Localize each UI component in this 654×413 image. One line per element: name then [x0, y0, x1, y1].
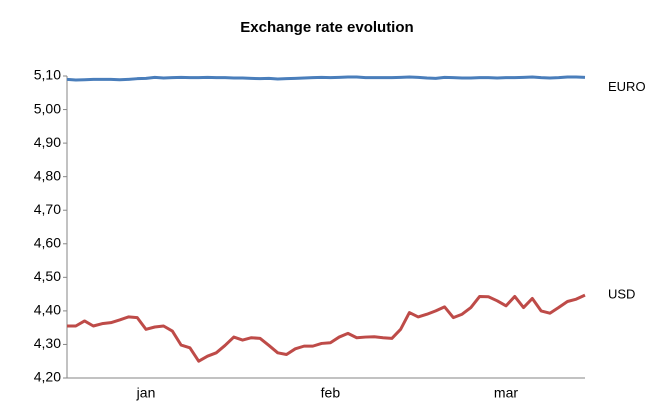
- y-tick-label: 5,10: [34, 67, 61, 83]
- series-label: EURO: [608, 79, 646, 94]
- x-tick-label: feb: [321, 385, 341, 401]
- series-line: [67, 293, 586, 363]
- series-label: USD: [608, 287, 635, 302]
- x-tick-label: mar: [494, 385, 518, 401]
- y-tick-label: 4,70: [34, 201, 61, 217]
- y-tick-label: 4,80: [34, 167, 61, 183]
- y-tick-label: 4,20: [34, 369, 61, 385]
- y-tick-label: 4,90: [34, 134, 61, 150]
- y-tick-label: 5,00: [34, 100, 61, 116]
- chart-title: Exchange rate evolution: [240, 19, 413, 36]
- series-line: [66, 75, 586, 82]
- x-tick-label: jan: [136, 385, 156, 401]
- y-tick-label: 4,30: [34, 335, 61, 351]
- y-tick-label: 4,60: [34, 234, 61, 250]
- y-tick-label: 4,50: [34, 268, 61, 284]
- y-tick-label: 4,40: [34, 302, 61, 318]
